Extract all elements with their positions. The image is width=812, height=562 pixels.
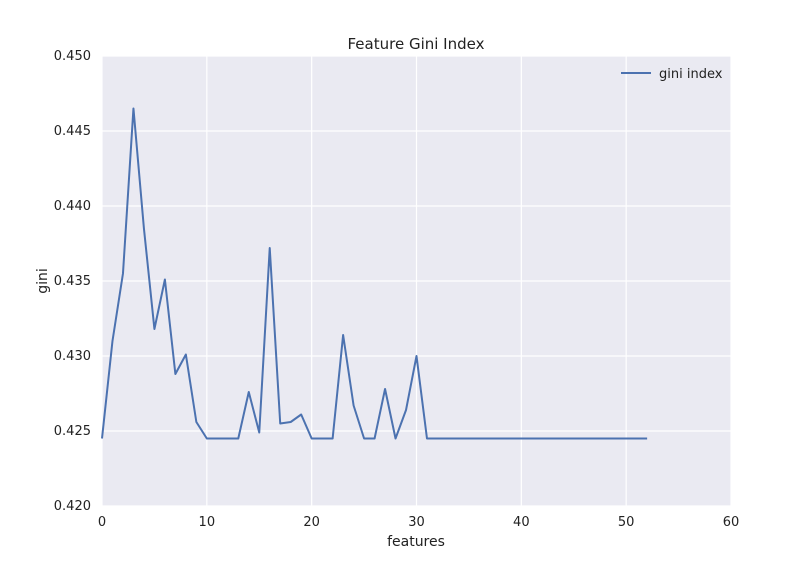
- x-tick-label: 40: [513, 515, 530, 530]
- x-tick-label: 0: [98, 515, 106, 530]
- series-layer: [101, 107, 648, 440]
- y-tick-label: 0.440: [54, 199, 91, 214]
- chart-title: Feature Gini Index: [348, 35, 485, 53]
- y-tick-label: 0.420: [54, 499, 91, 514]
- x-tick-label: 50: [618, 515, 635, 530]
- y-axis-label: gini: [35, 268, 51, 294]
- legend: gini index: [621, 67, 723, 82]
- x-tick-label: 10: [199, 515, 216, 530]
- y-tick-label: 0.425: [54, 424, 91, 439]
- x-tick-label: 20: [303, 515, 320, 530]
- y-tick-label: 0.445: [54, 124, 91, 139]
- y-tick-label: 0.430: [54, 349, 91, 364]
- legend-label-gini-index: gini index: [659, 67, 723, 82]
- x-tick-label: 60: [723, 515, 740, 530]
- series-line-gini-index: [101, 107, 648, 440]
- y-tick-label: 0.435: [54, 274, 91, 289]
- x-tick-label: 30: [408, 515, 425, 530]
- y-tick-label: 0.450: [54, 49, 91, 64]
- tick-labels: 0 10 20 30 40 50 60 0.420 0.425 0.430 0.435 0.440 0.…: [54, 49, 739, 530]
- x-axis-label: features: [387, 534, 445, 550]
